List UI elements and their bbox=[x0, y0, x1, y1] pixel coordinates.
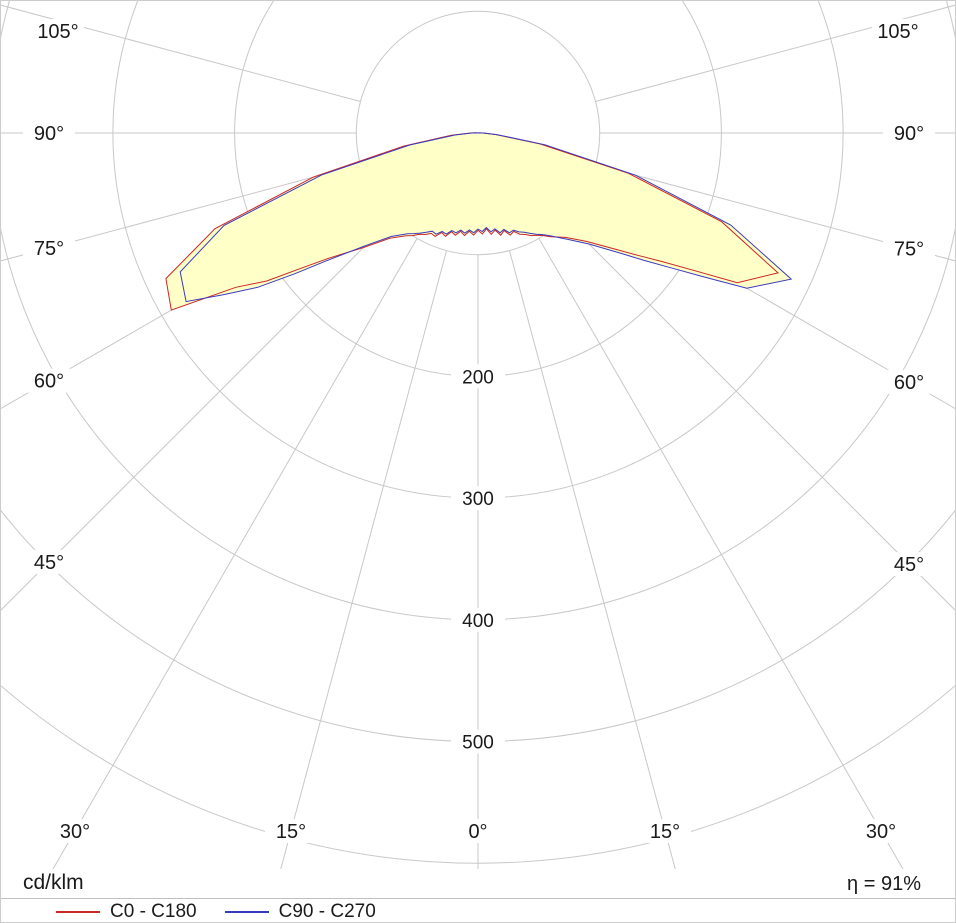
radial-tick-label: 200 bbox=[462, 367, 494, 388]
angle-tick-label: 15° bbox=[276, 821, 306, 843]
legend-label-c90-c270: C90 - C270 bbox=[278, 900, 376, 922]
angle-tick-label: 0° bbox=[468, 821, 487, 843]
legend-item-c90-c270: C90 - C270 bbox=[224, 900, 376, 923]
radial-tick-label: 400 bbox=[462, 611, 494, 632]
angle-tick-label: 30° bbox=[60, 821, 90, 843]
angle-tick-label: 105° bbox=[37, 21, 78, 43]
legend-line-c90-c270 bbox=[224, 910, 269, 913]
angle-tick-label: 45° bbox=[34, 552, 64, 574]
polar-intensity-chart: 200 300 400 500 0° 15° 15° 30° 30° 45° 45° 60° 60° 75… bbox=[1, 1, 955, 869]
angle-tick-label: 90° bbox=[894, 123, 924, 145]
efficiency-label: η = 91% bbox=[847, 873, 921, 895]
curve-series-0 bbox=[165, 132, 780, 311]
angle-tick-label: 30° bbox=[866, 821, 896, 843]
angle-tick-label: 45° bbox=[894, 554, 924, 576]
legend: C0 - C180 C90 - C270 bbox=[1, 899, 955, 923]
angle-tick-label: 60° bbox=[34, 371, 64, 393]
angle-tick-label: 90° bbox=[34, 123, 64, 145]
units-label: cd/klm bbox=[23, 871, 84, 894]
intensity-fill bbox=[165, 132, 792, 311]
angle-tick-label: 75° bbox=[894, 239, 924, 261]
curve-series-1 bbox=[179, 132, 793, 303]
legend-line-c0-c180 bbox=[56, 910, 100, 913]
footer-bar: cd/klm η = 91% bbox=[1, 869, 955, 899]
angle-tick-label: 15° bbox=[650, 821, 680, 843]
angle-tick-label: 60° bbox=[894, 372, 924, 394]
radial-tick-label: 500 bbox=[462, 733, 494, 754]
radial-tick-label: 300 bbox=[462, 489, 494, 510]
legend-label-c0-c180: C0 - C180 bbox=[110, 900, 197, 922]
angle-tick-label: 75° bbox=[34, 238, 64, 260]
legend-item-c0-c180: C0 - C180 bbox=[56, 901, 197, 923]
angle-tick-label: 105° bbox=[877, 21, 918, 43]
